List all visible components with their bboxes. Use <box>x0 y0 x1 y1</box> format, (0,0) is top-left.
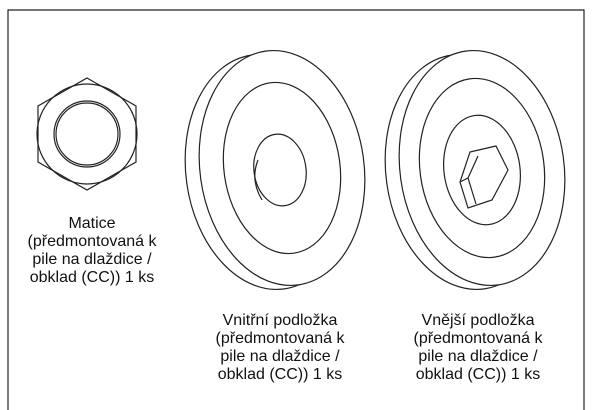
part-description: pile na dlaždice / <box>220 348 340 365</box>
part-description: obklad (CC)) 1 ks <box>218 366 342 383</box>
outer-washer-drawing <box>370 40 579 301</box>
inner-washer-drawing <box>170 40 379 301</box>
part-description: pile na dlaždice / <box>32 251 152 268</box>
part-description: pile na dlaždice / <box>418 348 538 365</box>
nut-drawing <box>37 78 137 190</box>
part-description: obklad (CC)) 1 ks <box>416 366 540 383</box>
part-description: obklad (CC)) 1 ks <box>30 269 154 286</box>
part-description: (předmontovaná k <box>414 330 544 347</box>
diagram: Matice(předmontovaná kpile na dlaždice /… <box>0 0 592 410</box>
part-description: (předmontovaná k <box>28 233 158 250</box>
part-description: (předmontovaná k <box>216 330 346 347</box>
part-name: Vnitřní podložka <box>223 312 338 329</box>
part-name: Vnější podložka <box>422 312 535 329</box>
part-name: Matice <box>68 215 115 232</box>
